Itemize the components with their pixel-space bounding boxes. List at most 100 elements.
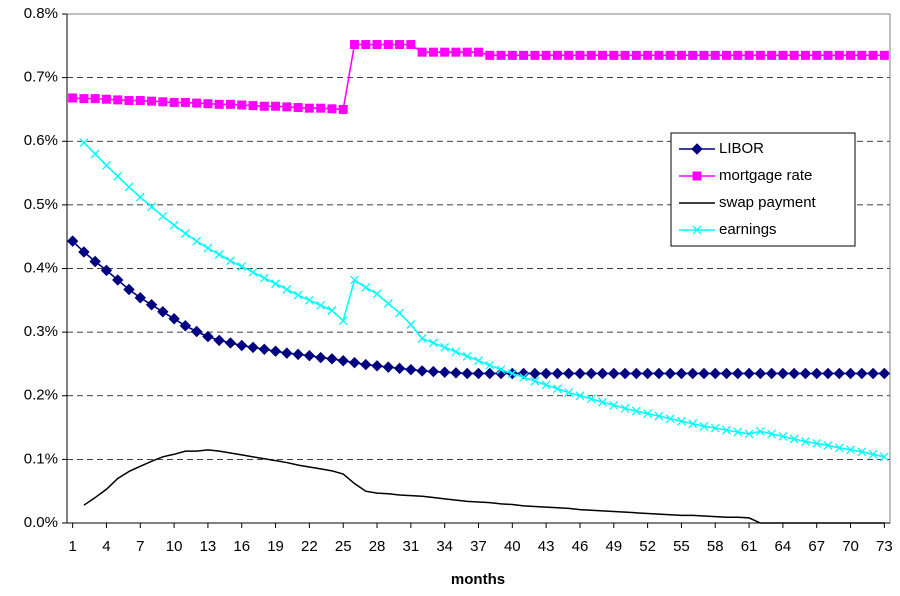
marker: [169, 97, 179, 107]
marker: [327, 104, 337, 114]
marker: [879, 50, 889, 60]
x-tick-label: 58: [707, 538, 724, 555]
marker: [868, 449, 878, 459]
marker: [733, 427, 743, 437]
x-tick-label: 25: [335, 538, 352, 555]
x-axis-title: months: [451, 571, 505, 588]
series-line: [83, 449, 885, 524]
marker: [620, 50, 630, 60]
marker: [551, 367, 564, 380]
marker: [586, 394, 596, 404]
marker: [878, 367, 891, 380]
marker: [372, 289, 382, 299]
marker: [675, 367, 688, 380]
marker: [496, 365, 506, 375]
marker: [405, 363, 417, 376]
marker: [664, 367, 676, 380]
marker: [203, 99, 213, 109]
x-tick-label: 55: [673, 538, 690, 555]
marker: [474, 356, 483, 366]
marker: [247, 341, 259, 354]
marker: [541, 50, 551, 60]
marker: [844, 367, 857, 380]
marker: [609, 400, 619, 410]
marker: [552, 50, 562, 60]
marker: [406, 320, 416, 329]
marker: [822, 367, 834, 380]
marker: [575, 391, 585, 401]
marker: [811, 367, 823, 380]
marker: [406, 40, 416, 50]
marker: [699, 50, 709, 60]
legend-label: swap payment: [719, 194, 817, 211]
marker: [653, 367, 665, 380]
marker: [630, 367, 643, 380]
y-tick-label: 0.7%: [24, 69, 58, 86]
marker: [720, 367, 733, 380]
y-tick-label: 0.6%: [24, 132, 58, 149]
marker: [428, 338, 438, 348]
marker: [237, 262, 247, 272]
marker: [158, 97, 168, 107]
x-tick-label: 34: [436, 538, 453, 555]
marker: [101, 94, 111, 104]
marker: [552, 384, 562, 394]
marker: [338, 104, 348, 114]
marker: [327, 306, 337, 315]
marker: [269, 345, 282, 357]
marker: [271, 101, 281, 111]
marker: [180, 229, 190, 238]
x-tick-label: 61: [741, 538, 758, 555]
marker: [316, 103, 326, 113]
legend-label: mortgage rate: [719, 167, 812, 184]
marker: [192, 98, 202, 108]
marker: [541, 380, 551, 390]
marker: [304, 103, 314, 113]
marker: [732, 367, 744, 380]
marker: [440, 47, 450, 57]
marker: [767, 429, 777, 439]
marker: [214, 99, 224, 109]
marker: [78, 246, 90, 258]
x-tick-label: 52: [639, 538, 656, 555]
marker: [519, 372, 529, 382]
x-tick-label: 31: [403, 538, 420, 555]
marker: [202, 330, 214, 343]
marker: [507, 50, 517, 60]
marker: [665, 50, 675, 60]
marker: [440, 342, 450, 352]
marker: [754, 367, 767, 380]
marker: [519, 50, 529, 60]
x-tick-label: 40: [504, 538, 521, 555]
marker: [382, 361, 395, 373]
x-tick-label: 67: [808, 538, 825, 555]
marker: [349, 40, 359, 50]
marker: [360, 358, 372, 371]
marker: [190, 325, 203, 338]
marker: [654, 411, 664, 421]
marker: [258, 343, 271, 356]
marker: [765, 367, 778, 380]
x-tick-label: 16: [233, 538, 250, 555]
marker: [799, 367, 812, 380]
marker: [259, 101, 269, 111]
marker: [451, 347, 461, 357]
marker: [800, 437, 810, 447]
x-tick-label: 37: [470, 538, 487, 555]
marker: [834, 50, 844, 60]
marker: [226, 256, 235, 266]
marker: [688, 419, 698, 429]
marker: [609, 50, 619, 60]
marker: [598, 50, 608, 60]
marker: [744, 50, 754, 60]
marker: [259, 273, 269, 283]
marker: [472, 367, 485, 380]
x-tick-label: 46: [572, 538, 589, 555]
marker: [348, 356, 361, 369]
marker: [857, 50, 867, 60]
marker: [282, 285, 292, 294]
marker: [338, 316, 348, 326]
marker: [90, 94, 100, 104]
series-line: [72, 240, 885, 375]
marker: [596, 367, 609, 380]
